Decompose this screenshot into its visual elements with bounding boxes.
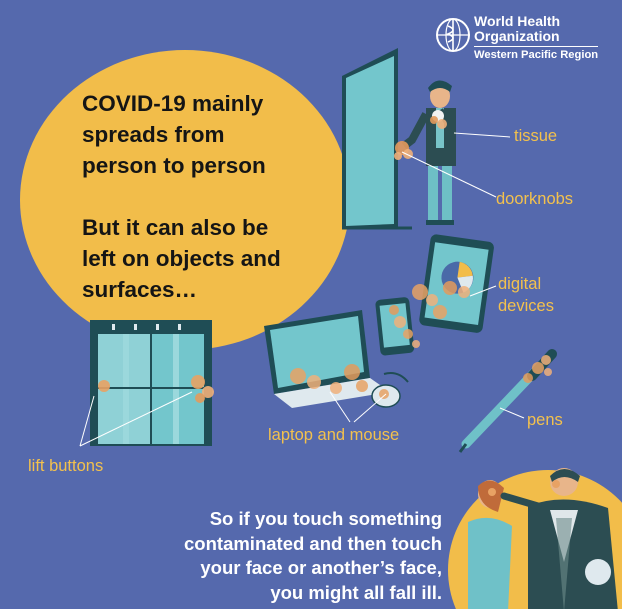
headline-line3: person to person <box>82 153 266 178</box>
laptop-pointer <box>329 391 387 423</box>
logo-line3: Western Pacific Region <box>474 46 599 63</box>
headline-line1: COVID-19 mainly <box>82 91 264 116</box>
pen-illustration <box>458 349 557 453</box>
headline-line4: But it can also be <box>82 215 269 240</box>
bottom-message: So if you touch something contaminated a… <box>82 507 442 605</box>
logo-line2: Organization <box>474 28 560 44</box>
mouse-illustration <box>371 372 409 408</box>
headline-line2: spreads from <box>82 122 225 147</box>
lift-pointer <box>79 391 193 447</box>
headline-line6: surfaces… <box>82 277 198 302</box>
bottom-line4: you might all fall ill. <box>270 581 442 603</box>
label-digital: digital <box>498 275 542 293</box>
laptop-illustration <box>264 310 390 408</box>
tissue-pointer <box>453 132 511 138</box>
devices-pointer <box>469 285 497 297</box>
logo-line1: World Health <box>474 13 561 29</box>
who-emblem-icon <box>436 18 470 52</box>
device-germs <box>389 281 470 348</box>
label-lift-buttons: lift buttons <box>28 457 104 475</box>
label-tissue: tissue <box>514 127 558 145</box>
label-pens: pens <box>527 411 563 429</box>
lift-illustration <box>90 320 214 446</box>
headline-circle <box>20 50 350 350</box>
phone-illustration <box>375 297 415 356</box>
label-devices: devices <box>498 297 554 315</box>
bottom-line3: your face or another’s face, <box>200 557 442 578</box>
headline: COVID-19 mainly spreads from person to p… <box>82 88 342 305</box>
headline-line5: left on objects and <box>82 246 281 271</box>
pens-pointer <box>499 407 525 419</box>
label-doorknobs: doorknobs <box>496 190 574 208</box>
who-logo-text: World Health Organization Western Pacifi… <box>474 13 599 63</box>
label-laptop-mouse: laptop and mouse <box>268 426 400 444</box>
bottom-line2: contaminated and then touch <box>184 532 442 554</box>
bottom-line1: So if you touch something <box>209 508 442 529</box>
people-touching-face-illustration <box>468 468 618 609</box>
door-and-person-illustration <box>342 48 457 230</box>
doorknob-pointer <box>401 151 497 198</box>
